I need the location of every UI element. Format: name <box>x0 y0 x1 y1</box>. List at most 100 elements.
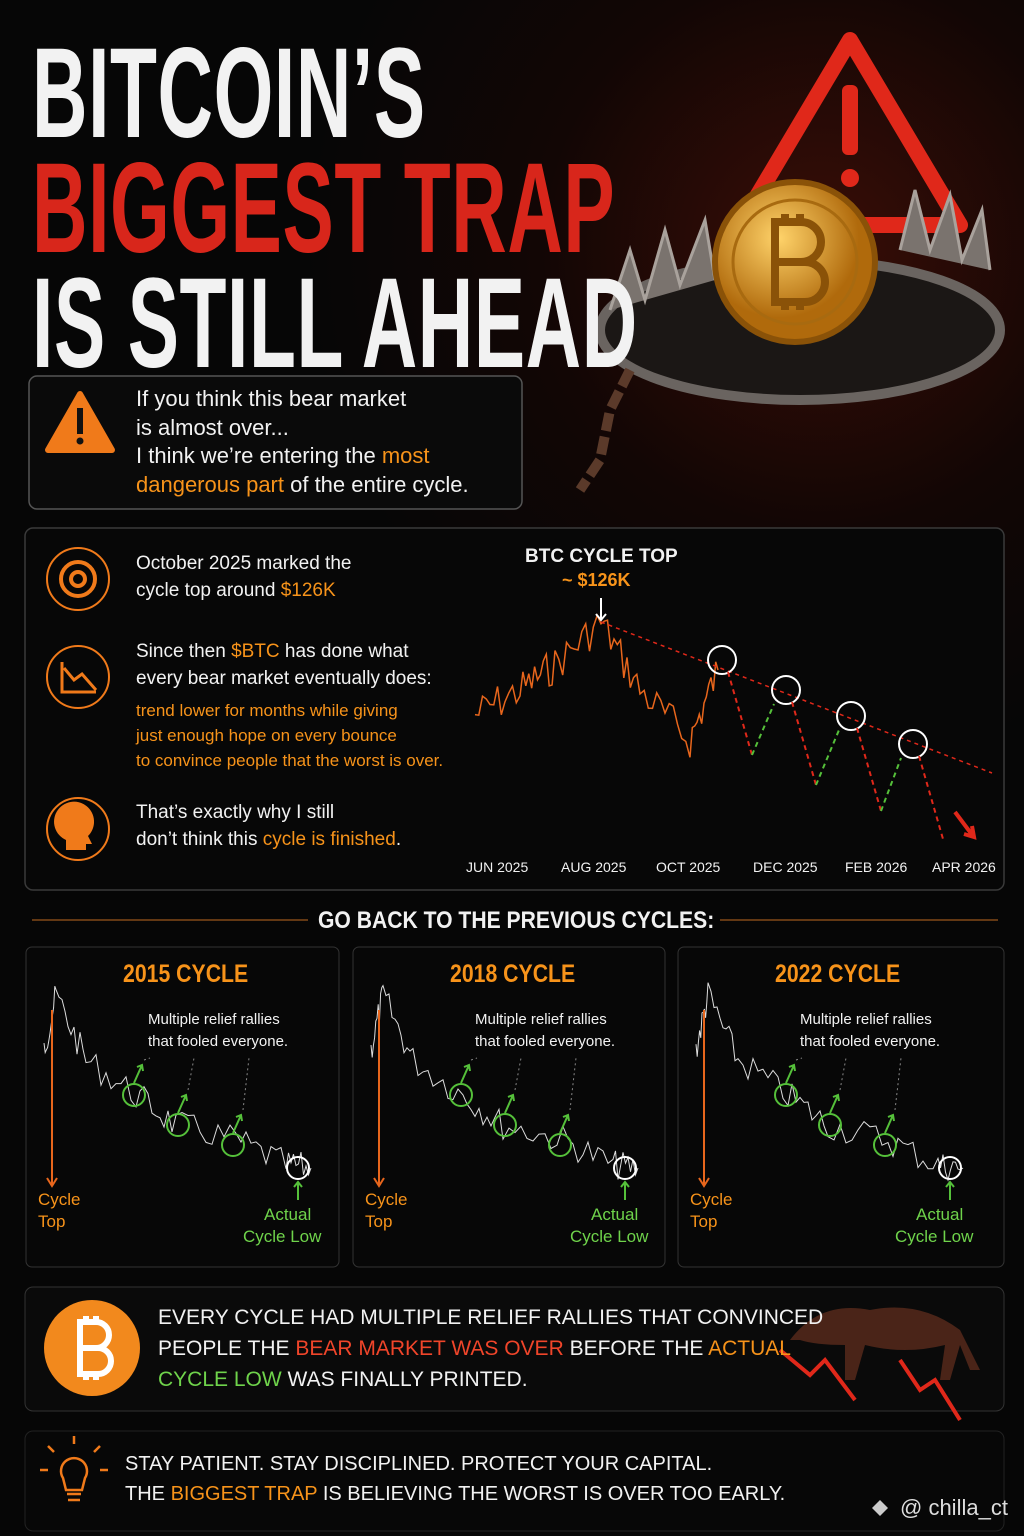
footer-text: IS BELIEVING THE WORST IS OVER TOO EARLY… <box>317 1483 786 1505</box>
low-arrow <box>945 1180 955 1200</box>
rally-arrow <box>829 1093 840 1114</box>
bounce-arrow <box>751 703 775 756</box>
rally-marker <box>771 675 801 705</box>
section-heading: GO BACK TO THE PREVIOUS CYCLES: <box>318 907 715 934</box>
cycle-note: that fooled everyone. <box>475 1033 616 1050</box>
point-detail-text: trend lower for months while giving <box>136 701 398 720</box>
intro-line: If you think this bear market <box>136 386 406 412</box>
summary-line: CYCLE LOW WAS FINALLY PRINTED. <box>158 1368 528 1392</box>
cycle-low-label: Cycle Low <box>895 1227 974 1246</box>
rally-arrow <box>504 1093 515 1114</box>
rally-marker <box>873 1133 897 1157</box>
footer-line: STAY PATIENT. STAY DISCIPLINED. PROTECT … <box>125 1453 712 1476</box>
point-text: cycle top around <box>136 580 281 601</box>
intro-text: most <box>381 443 430 468</box>
point-line: That’s exactly why I still <box>136 802 334 824</box>
x-label: DEC 2025 <box>753 859 818 875</box>
intro-line: dangerous part of the entire cycle. <box>136 472 469 498</box>
summary-line: EVERY CYCLE HAD MULTIPLE RELIEF RALLIES … <box>158 1306 823 1330</box>
cycle-title: 2018 CYCLE <box>450 960 576 988</box>
point-line: every bear market eventually does: <box>136 668 432 690</box>
cycle-panel <box>352 946 666 1268</box>
cycle-low-label: Actual <box>916 1205 964 1224</box>
cycle-title: 2022 CYCLE <box>775 960 901 988</box>
coin-rim <box>731 198 859 326</box>
point-text: Since then <box>136 641 232 662</box>
cycle-top-label: Top <box>690 1212 718 1231</box>
rally-marker <box>548 1133 572 1157</box>
target-icon <box>46 547 110 611</box>
target-core <box>69 570 87 588</box>
footer-text: THE <box>125 1483 171 1505</box>
summary-panel <box>24 1286 1005 1412</box>
title-line: BIGGEST TRAP <box>32 137 616 280</box>
drop-arrow <box>727 671 753 756</box>
cycle-note: Multiple relief rallies <box>148 1011 280 1028</box>
cycle-low-label: Cycle Low <box>243 1227 322 1246</box>
rally-marker <box>774 1083 798 1107</box>
intro-text: is almost over... <box>136 414 289 440</box>
watermark-logo <box>872 1500 888 1516</box>
note-pointer <box>514 1057 522 1091</box>
top-arrow <box>46 1010 58 1188</box>
note-pointer <box>187 1057 195 1091</box>
point-text: cycle is finished <box>262 829 396 850</box>
cycle-note: that fooled everyone. <box>148 1033 289 1050</box>
cycle-top-label: Top <box>365 1212 393 1231</box>
cycle-top-label: Cycle <box>690 1190 733 1209</box>
warning-dot <box>841 169 859 187</box>
rally-arrow <box>133 1063 144 1084</box>
rally-marker <box>166 1113 190 1137</box>
low-arrow <box>293 1180 303 1200</box>
cycle-note: Multiple relief rallies <box>475 1011 607 1028</box>
low-marker <box>613 1156 637 1180</box>
cycle-panel <box>25 946 340 1268</box>
top-arrow <box>698 1010 710 1188</box>
drop-arrow <box>791 701 817 786</box>
point-text: every bear market eventually does: <box>136 668 432 689</box>
summary-text: EVERY CYCLE HAD MULTIPLE RELIEF RALLIES … <box>158 1306 824 1329</box>
cycle-low-label: Actual <box>264 1205 312 1224</box>
point-line: don’t think this cycle is finished. <box>136 829 401 851</box>
chart-top-value: ~ $126K <box>562 570 631 590</box>
top-arrow <box>595 598 607 622</box>
summary-text: BEFORE THE <box>563 1337 709 1360</box>
intro-text: of the entire cycle. <box>284 471 469 497</box>
point-detail-line: trend lower for months while giving <box>136 701 398 721</box>
cycle-top-label: Top <box>38 1212 66 1231</box>
note-pointer <box>143 1057 151 1061</box>
summary-line: PEOPLE THE BEAR MARKET WAS OVER BEFORE T… <box>158 1337 791 1361</box>
rally-arrow <box>559 1113 570 1134</box>
drop-arrow <box>918 755 944 840</box>
rally-arrow <box>785 1063 796 1084</box>
summary-text: WAS FINALLY PRINTED. <box>281 1368 528 1391</box>
intro-line: I think we’re entering the most <box>136 443 430 469</box>
point-text: October 2025 marked the <box>136 553 352 574</box>
title-line: BITCOIN’S <box>32 22 426 165</box>
summary-text: ACTUAL <box>708 1337 791 1360</box>
bear-arrows <box>778 1348 962 1422</box>
low-marker <box>286 1156 310 1180</box>
rally-marker <box>493 1113 517 1137</box>
intro-text: I think we’re entering the <box>136 443 382 468</box>
x-label: APR 2026 <box>932 859 996 875</box>
footer-panel <box>24 1430 1005 1532</box>
point-line: cycle top around $126K <box>136 580 336 602</box>
cycle-note: Multiple relief rallies <box>800 1011 932 1028</box>
warning-mark <box>842 85 858 155</box>
point-detail-line: to convince people that the worst is ove… <box>136 751 443 771</box>
bounce-arrow <box>880 757 902 812</box>
point-line: October 2025 marked the <box>136 553 351 575</box>
x-label: JUN 2025 <box>466 859 529 875</box>
cycle-price <box>43 986 312 1177</box>
price-line <box>474 613 719 758</box>
cycle-price <box>370 984 639 1180</box>
note-pointer <box>894 1057 902 1111</box>
note-pointer <box>839 1057 847 1091</box>
drop-arrow <box>856 727 882 812</box>
footer-text: STAY PATIENT. STAY DISCIPLINED. PROTECT … <box>125 1453 713 1475</box>
alert-mark <box>77 408 83 434</box>
bulb-icon <box>40 1436 108 1502</box>
